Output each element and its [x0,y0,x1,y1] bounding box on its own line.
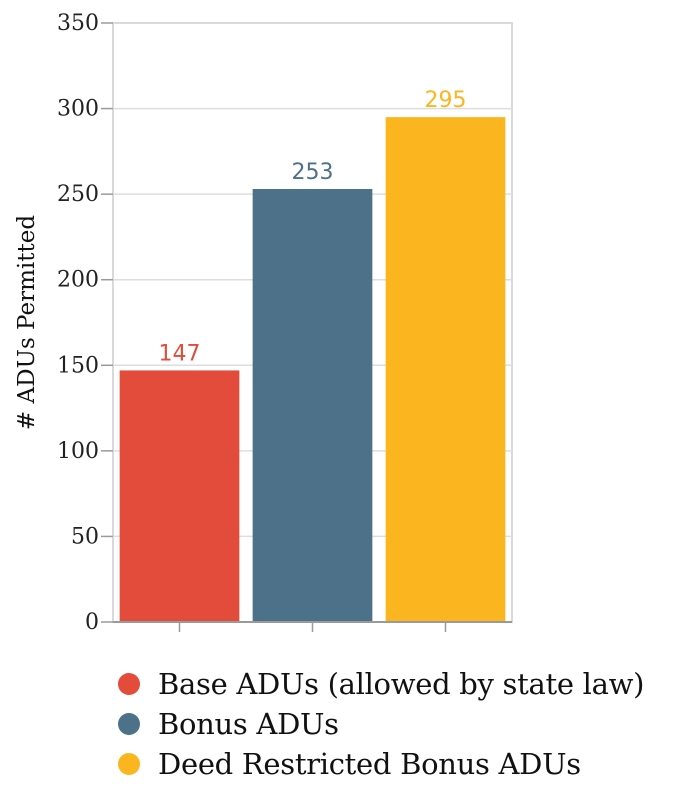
y-tick-label: 100 [57,439,99,464]
bar-value-label: 253 [292,160,334,185]
y-axis-title: # ADUs Permitted [14,215,40,430]
bar-value-label: 295 [425,88,467,113]
y-tick-label: 350 [57,11,99,36]
y-tick-label: 50 [71,524,99,549]
bar [252,189,373,622]
legend-item-base: Base ADUs (allowed by state law) [118,664,644,704]
legend-label-deed-restricted: Deed Restricted Bonus ADUs [158,747,581,781]
y-tick-label: 300 [57,97,99,122]
legend-label-bonus: Bonus ADUs [158,707,339,741]
bar [385,117,506,622]
y-tick-label: 200 [57,268,99,293]
legend-item-bonus: Bonus ADUs [118,704,644,744]
legend-swatch-deed-restricted [118,753,140,775]
bar [119,370,240,622]
bar-value-label: 147 [159,341,201,366]
legend-item-deed-restricted: Deed Restricted Bonus ADUs [118,744,644,784]
legend-swatch-bonus [118,713,140,735]
y-tick-label: 0 [85,610,99,635]
legend: Base ADUs (allowed by state law) Bonus A… [118,664,644,784]
legend-label-base: Base ADUs (allowed by state law) [158,667,645,701]
y-tick-label: 250 [57,182,99,207]
bars: 147 253 295 [119,88,506,622]
legend-swatch-base [118,673,140,695]
y-tick-label: 150 [57,353,99,378]
axes: 0 50 100 150 200 250 300 350 [57,11,512,635]
